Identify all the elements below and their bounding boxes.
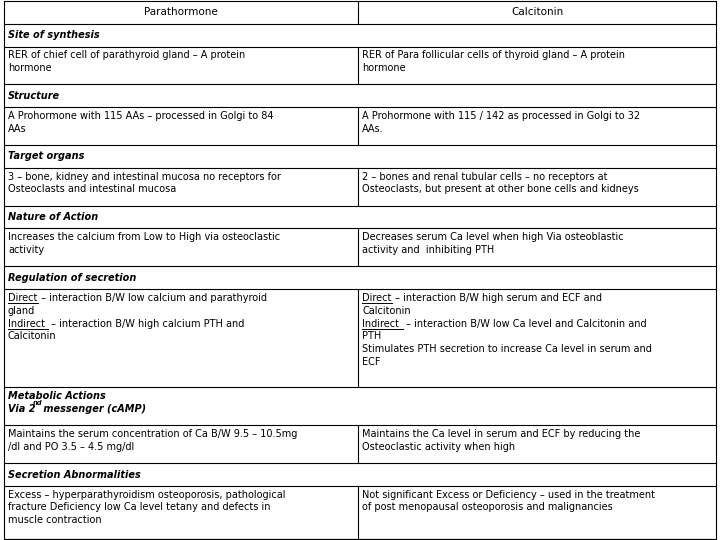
- Text: Parathormone: Parathormone: [144, 8, 217, 17]
- Text: Secretion Abnormalities: Secretion Abnormalities: [8, 470, 140, 480]
- Text: gland: gland: [8, 306, 35, 316]
- Text: A Prohormone with 115 / 142 as processed in Golgi to 32
AAs.: A Prohormone with 115 / 142 as processed…: [362, 111, 640, 133]
- Text: 2 – bones and renal tubular cells – no receptors at
Osteoclasts, but present at : 2 – bones and renal tubular cells – no r…: [362, 172, 639, 194]
- Text: – interaction B/W high serum and ECF and: – interaction B/W high serum and ECF and: [392, 293, 603, 303]
- Text: Direct: Direct: [362, 293, 392, 303]
- Text: Excess – hyperparathyroidism osteoporosis, pathological
fracture Deficiency low : Excess – hyperparathyroidism osteoporosi…: [8, 490, 285, 525]
- Text: Regulation of secretion: Regulation of secretion: [8, 273, 136, 283]
- Text: RER of Para follicular cells of thyroid gland – A protein
hormone: RER of Para follicular cells of thyroid …: [362, 50, 625, 73]
- Text: RER of chief cell of parathyroid gland – A protein
hormone: RER of chief cell of parathyroid gland –…: [8, 50, 246, 73]
- Text: Calcitonin: Calcitonin: [362, 306, 411, 316]
- Text: Via 2: Via 2: [8, 404, 35, 414]
- Text: PTH: PTH: [362, 332, 382, 341]
- Text: Maintains the Ca level in serum and ECF by reducing the
Osteoclastic activity wh: Maintains the Ca level in serum and ECF …: [362, 429, 641, 451]
- Text: Not significant Excess or Deficiency – used in the treatment
of post menopausal : Not significant Excess or Deficiency – u…: [362, 490, 655, 512]
- Text: Decreases serum Ca level when high Via osteoblastic
activity and  inhibiting PTH: Decreases serum Ca level when high Via o…: [362, 232, 624, 255]
- Text: nd: nd: [33, 400, 42, 406]
- Text: 3 – bone, kidney and intestinal mucosa no receptors for
Osteoclasts and intestin: 3 – bone, kidney and intestinal mucosa n…: [8, 172, 281, 194]
- Text: – interaction B/W low calcium and parathyroid: – interaction B/W low calcium and parath…: [38, 293, 267, 303]
- Text: Calcitonin: Calcitonin: [8, 332, 57, 341]
- Text: A Prohormone with 115 AAs – processed in Golgi to 84
AAs: A Prohormone with 115 AAs – processed in…: [8, 111, 274, 133]
- Text: Structure: Structure: [8, 91, 60, 101]
- Text: Metabolic Actions: Metabolic Actions: [8, 392, 106, 401]
- Text: Calcitonin: Calcitonin: [511, 8, 563, 17]
- Text: Indirect: Indirect: [362, 319, 399, 328]
- Text: Stimulates PTH secretion to increase Ca level in serum and: Stimulates PTH secretion to increase Ca …: [362, 344, 652, 354]
- Text: Increases the calcium from Low to High via osteoclastic
activity: Increases the calcium from Low to High v…: [8, 232, 280, 255]
- Text: Maintains the serum concentration of Ca B/W 9.5 – 10.5mg
/dl and PO 3.5 – 4.5 mg: Maintains the serum concentration of Ca …: [8, 429, 297, 451]
- Text: Site of synthesis: Site of synthesis: [8, 30, 99, 40]
- Text: Direct: Direct: [8, 293, 37, 303]
- Text: messenger (cAMP): messenger (cAMP): [40, 404, 146, 414]
- Text: ECF: ECF: [362, 357, 381, 367]
- Text: – interaction B/W low Ca level and Calcitonin and: – interaction B/W low Ca level and Calci…: [402, 319, 647, 328]
- Text: Nature of Action: Nature of Action: [8, 212, 98, 222]
- Text: Indirect: Indirect: [8, 319, 45, 328]
- Text: – interaction B/W high calcium PTH and: – interaction B/W high calcium PTH and: [48, 319, 245, 328]
- Text: Target organs: Target organs: [8, 151, 84, 161]
